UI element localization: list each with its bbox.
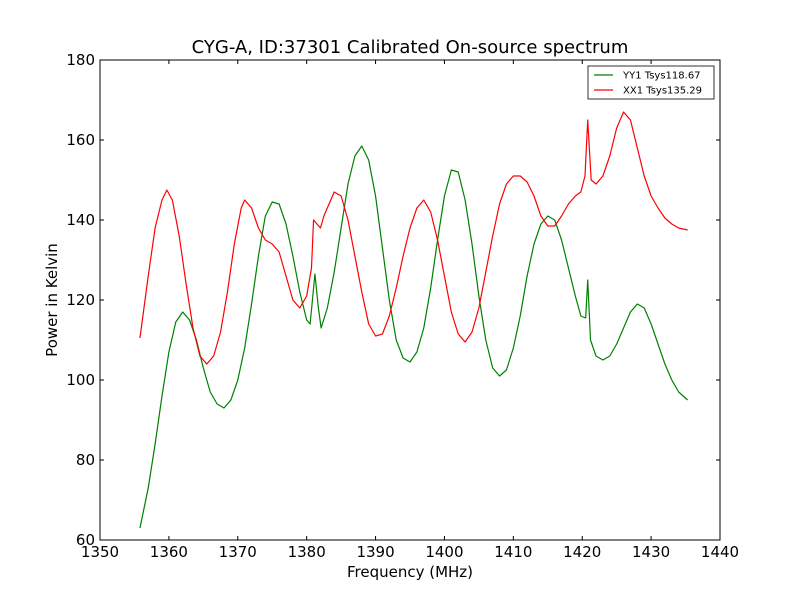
- x-tick-label: 1390: [356, 543, 394, 561]
- x-tick-label: 1430: [632, 543, 670, 561]
- plot-frame: [99, 59, 721, 541]
- series-line-2: [139, 111, 688, 365]
- series-line-1: [139, 145, 689, 529]
- x-tick-label: 1420: [563, 543, 601, 561]
- x-tick-label: 1440: [701, 543, 739, 561]
- x-axis-label: Frequency (MHz): [347, 563, 473, 581]
- plot-area: 1350 1360 1370 1380 1390 1400 1410 1420 1430 1440…: [66, 51, 739, 561]
- y-tick-label: 100: [66, 371, 95, 389]
- x-tick-label: 1360: [150, 543, 188, 561]
- y-tick-label: 120: [66, 291, 95, 309]
- y-tick-label: 140: [66, 211, 95, 229]
- x-tick-label: 1410: [494, 543, 532, 561]
- x-tick-label: 1370: [219, 543, 257, 561]
- legend-box: [587, 65, 715, 100]
- legend-label-2: XX1 Tsys135.29: [623, 86, 702, 97]
- y-tick-label: 160: [66, 131, 95, 149]
- chart-title: CYG-A, ID:37301 Calibrated On-source spe…: [192, 37, 629, 58]
- y-tick-label: 180: [66, 51, 95, 69]
- x-tick-label: 1400: [425, 543, 463, 561]
- y-axis-label: Power in Kelvin: [43, 243, 61, 357]
- x-tick-label: 1380: [288, 543, 326, 561]
- x-tick-label: 1350: [81, 543, 119, 561]
- legend-label-1: YY1 Tsys118.67: [622, 71, 701, 82]
- y-tick-label: 60: [76, 531, 95, 549]
- y-tick-label: 80: [76, 451, 95, 469]
- legend: YY1 Tsys118.67 XX1 Tsys135.29: [587, 65, 715, 100]
